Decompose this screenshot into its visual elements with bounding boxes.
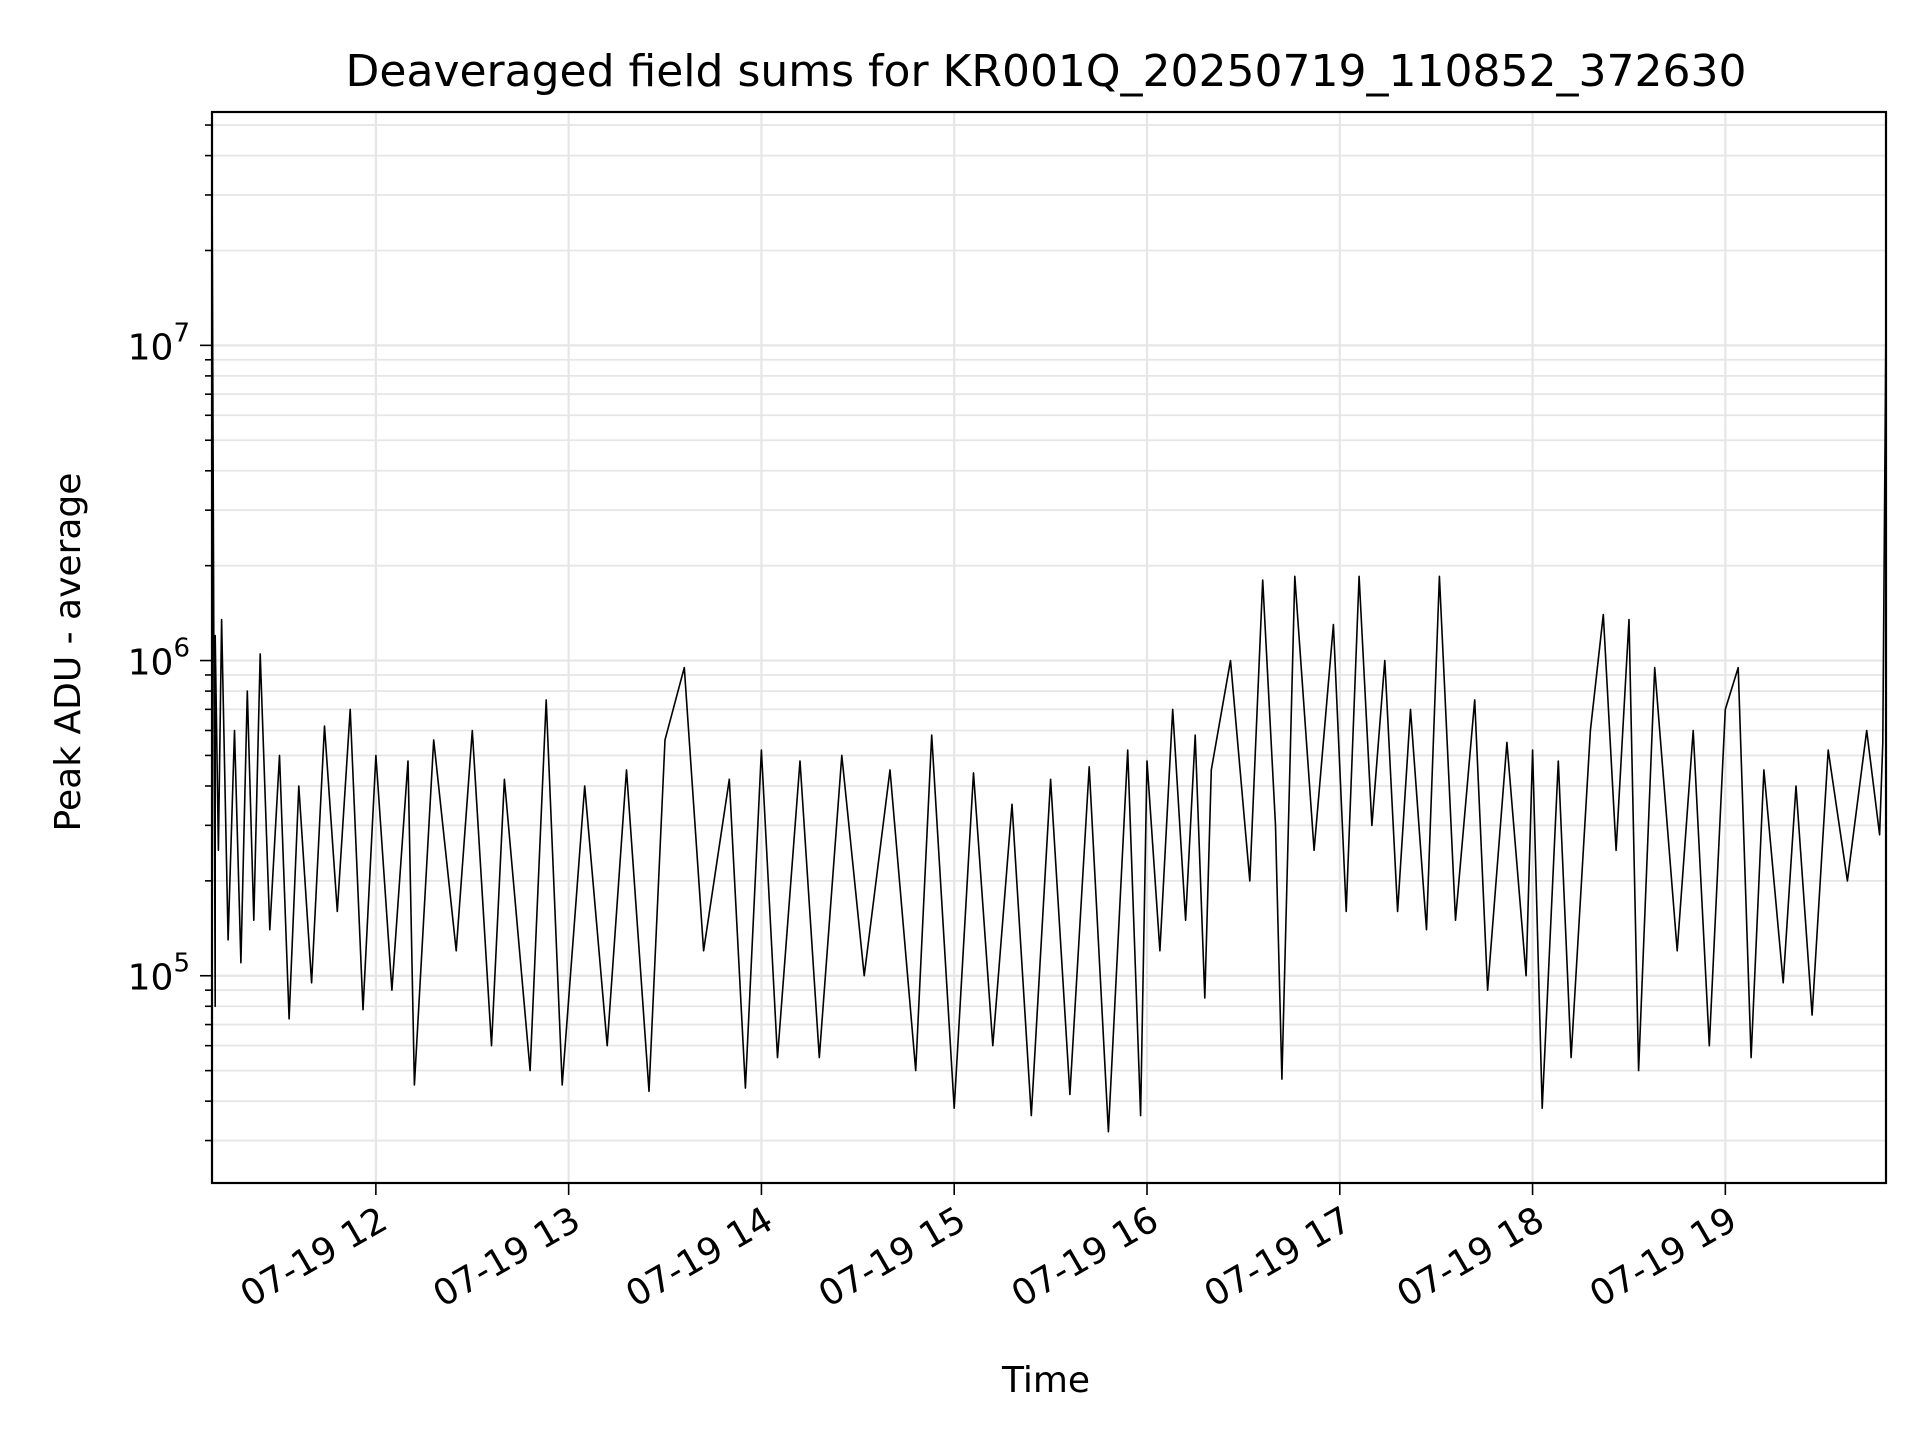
- y-tick-label: 106: [128, 634, 190, 684]
- x-axis-label: Time: [1001, 1360, 1090, 1401]
- y-tick-label-exponent: 6: [173, 634, 190, 664]
- plot-frame: [210, 110, 1888, 1185]
- y-tick-label-exponent: 7: [173, 318, 190, 348]
- plot-area: [211, 161, 1887, 1133]
- y-tick-label: 107: [128, 318, 190, 368]
- y-tick-label-exponent: 5: [173, 949, 190, 979]
- chart-title: Deaveraged field sums for KR001Q_2025071…: [346, 46, 1747, 97]
- y-tick-label-base: 10: [128, 327, 174, 368]
- y-tick-label-base: 10: [128, 958, 174, 999]
- y-tick-label-base: 10: [128, 643, 174, 684]
- y-tick-label: 105: [128, 949, 190, 999]
- series-line: [211, 161, 1887, 1133]
- y-axis-label: Peak ADU - average: [48, 473, 89, 832]
- grid: [212, 112, 1886, 1183]
